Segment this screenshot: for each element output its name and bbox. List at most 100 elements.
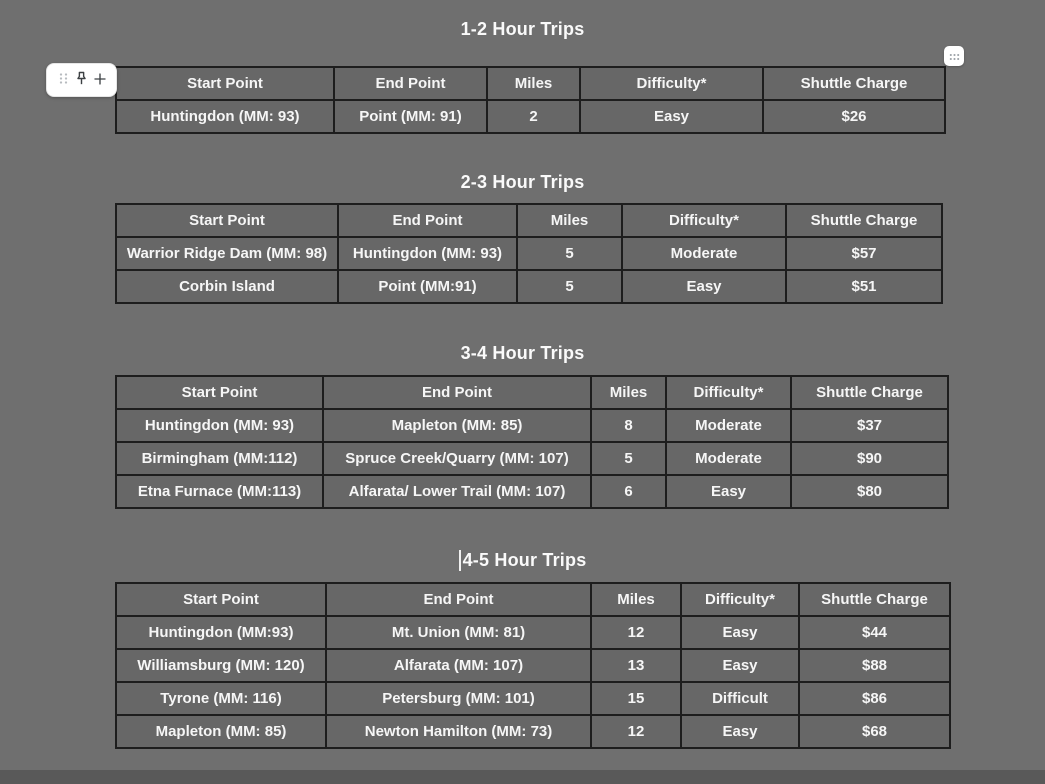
section-title-1-2-hour-trips[interactable]: 1-2 Hour Trips — [460, 19, 585, 39]
drag-handle-button[interactable] — [54, 69, 72, 91]
cell-shuttle-charge[interactable]: $68 — [798, 714, 951, 749]
cell-miles[interactable]: 8 — [590, 408, 667, 443]
cell-miles[interactable]: 6 — [590, 474, 667, 509]
table-row: Etna Furnace (MM:113) Alfarata/ Lower Tr… — [115, 474, 949, 509]
six-dot-grid-icon — [59, 72, 68, 88]
cell-difficulty[interactable]: Moderate — [665, 441, 792, 476]
cell-shuttle-charge[interactable]: $86 — [798, 681, 951, 716]
table-row: Huntingdon (MM: 93) Mapleton (MM: 85) 8 … — [115, 408, 949, 443]
column-header-shuttle-charge[interactable]: Shuttle Charge — [762, 66, 946, 101]
cell-shuttle-charge[interactable]: $80 — [790, 474, 949, 509]
cell-start-point[interactable]: Mapleton (MM: 85) — [115, 714, 327, 749]
column-header-shuttle-charge[interactable]: Shuttle Charge — [785, 203, 943, 238]
cell-difficulty[interactable]: Easy — [665, 474, 792, 509]
cell-difficulty[interactable]: Moderate — [665, 408, 792, 443]
column-header-difficulty[interactable]: Difficulty* — [579, 66, 764, 101]
trips-table-1-2-hour: Start Point End Point Miles Difficulty* … — [115, 66, 946, 134]
cell-miles[interactable]: 13 — [590, 648, 682, 683]
table-row: Mapleton (MM: 85) Newton Hamilton (MM: 7… — [115, 714, 951, 749]
cell-difficulty[interactable]: Easy — [579, 99, 764, 134]
add-block-button[interactable] — [91, 69, 109, 91]
cell-start-point[interactable]: Etna Furnace (MM:113) — [115, 474, 324, 509]
cell-shuttle-charge[interactable]: $44 — [798, 615, 951, 650]
column-header-end-point[interactable]: End Point — [322, 375, 592, 410]
column-header-shuttle-charge[interactable]: Shuttle Charge — [798, 582, 951, 617]
table-row: Warrior Ridge Dam (MM: 98) Huntingdon (M… — [115, 236, 943, 271]
section-title-2-3-hour-trips[interactable]: 2-3 Hour Trips — [460, 172, 585, 192]
cell-start-point[interactable]: Huntingdon (MM:93) — [115, 615, 327, 650]
cell-shuttle-charge[interactable]: $90 — [790, 441, 949, 476]
cell-end-point[interactable]: Mapleton (MM: 85) — [322, 408, 592, 443]
table-header-row: Start Point End Point Miles Difficulty* … — [115, 66, 946, 101]
column-header-difficulty[interactable]: Difficulty* — [621, 203, 787, 238]
cell-shuttle-charge[interactable]: $37 — [790, 408, 949, 443]
column-header-start-point[interactable]: Start Point — [115, 203, 339, 238]
section-title-4-5-hour-trips[interactable]: 4-5 Hour Trips — [0, 549, 1045, 576]
cell-start-point[interactable]: Birmingham (MM:112) — [115, 441, 324, 476]
column-header-miles[interactable]: Miles — [516, 203, 623, 238]
trips-table-3-4-hour: Start Point End Point Miles Difficulty* … — [115, 375, 949, 509]
cell-difficulty[interactable]: Easy — [680, 615, 800, 650]
cell-end-point[interactable]: Alfarata/ Lower Trail (MM: 107) — [322, 474, 592, 509]
table-row: Huntingdon (MM: 93) Point (MM: 91) 2 Eas… — [115, 99, 946, 134]
trips-table-4-5-hour: Start Point End Point Miles Difficulty* … — [115, 582, 951, 749]
cell-miles[interactable]: 12 — [590, 714, 682, 749]
table-row: Tyrone (MM: 116) Petersburg (MM: 101) 15… — [115, 681, 951, 716]
cell-miles[interactable]: 12 — [590, 615, 682, 650]
column-header-start-point[interactable]: Start Point — [115, 375, 324, 410]
cell-difficulty[interactable]: Easy — [621, 269, 787, 304]
cell-start-point[interactable]: Corbin Island — [115, 269, 339, 304]
table-row: Birmingham (MM:112) Spruce Creek/Quarry … — [115, 441, 949, 476]
column-header-difficulty[interactable]: Difficulty* — [680, 582, 800, 617]
column-header-shuttle-charge[interactable]: Shuttle Charge — [790, 375, 949, 410]
cell-difficulty[interactable]: Moderate — [621, 236, 787, 271]
cell-end-point[interactable]: Alfarata (MM: 107) — [325, 648, 592, 683]
column-header-end-point[interactable]: End Point — [325, 582, 592, 617]
cell-miles[interactable]: 2 — [486, 99, 581, 134]
cell-end-point[interactable]: Point (MM:91) — [337, 269, 518, 304]
cell-end-point[interactable]: Newton Hamilton (MM: 73) — [325, 714, 592, 749]
cell-shuttle-charge[interactable]: $57 — [785, 236, 943, 271]
pushpin-icon — [73, 70, 90, 90]
cell-miles[interactable]: 5 — [590, 441, 667, 476]
section-title-3-4-hour-trips[interactable]: 3-4 Hour Trips — [460, 343, 585, 363]
cell-miles[interactable]: 15 — [590, 681, 682, 716]
table-header-row: Start Point End Point Miles Difficulty* … — [115, 582, 951, 617]
cell-miles[interactable]: 5 — [516, 269, 623, 304]
cell-difficulty[interactable]: Easy — [680, 648, 800, 683]
cell-end-point[interactable]: Spruce Creek/Quarry (MM: 107) — [322, 441, 592, 476]
cell-miles[interactable]: 5 — [516, 236, 623, 271]
column-header-miles[interactable]: Miles — [486, 66, 581, 101]
block-toolbar — [46, 63, 117, 97]
pin-button[interactable] — [73, 69, 91, 91]
column-header-start-point[interactable]: Start Point — [115, 66, 335, 101]
cell-end-point[interactable]: Petersburg (MM: 101) — [325, 681, 592, 716]
cell-end-point[interactable]: Mt. Union (MM: 81) — [325, 615, 592, 650]
text-cursor — [458, 549, 461, 571]
cell-end-point[interactable]: Huntingdon (MM: 93) — [337, 236, 518, 271]
cell-start-point[interactable]: Warrior Ridge Dam (MM: 98) — [115, 236, 339, 271]
cell-end-point[interactable]: Point (MM: 91) — [333, 99, 488, 134]
section-title-text: 4-5 Hour Trips — [462, 550, 587, 570]
table-header-row: Start Point End Point Miles Difficulty* … — [115, 203, 943, 238]
column-header-start-point[interactable]: Start Point — [115, 582, 327, 617]
cell-start-point[interactable]: Tyrone (MM: 116) — [115, 681, 327, 716]
cell-start-point[interactable]: Williamsburg (MM: 120) — [115, 648, 327, 683]
column-header-miles[interactable]: Miles — [590, 582, 682, 617]
table-row: Huntingdon (MM:93) Mt. Union (MM: 81) 12… — [115, 615, 951, 650]
cell-difficulty[interactable]: Easy — [680, 714, 800, 749]
table-drag-handle-button[interactable] — [944, 46, 964, 66]
viewport-edge-strip — [0, 770, 1045, 784]
column-header-miles[interactable]: Miles — [590, 375, 667, 410]
table-row: Corbin Island Point (MM:91) 5 Easy $51 — [115, 269, 943, 304]
column-header-difficulty[interactable]: Difficulty* — [665, 375, 792, 410]
cell-shuttle-charge[interactable]: $88 — [798, 648, 951, 683]
column-header-end-point[interactable]: End Point — [333, 66, 488, 101]
cell-shuttle-charge[interactable]: $26 — [762, 99, 946, 134]
cell-start-point[interactable]: Huntingdon (MM: 93) — [115, 99, 335, 134]
cell-difficulty[interactable]: Difficult — [680, 681, 800, 716]
column-header-end-point[interactable]: End Point — [337, 203, 518, 238]
cell-shuttle-charge[interactable]: $51 — [785, 269, 943, 304]
cell-start-point[interactable]: Huntingdon (MM: 93) — [115, 408, 324, 443]
